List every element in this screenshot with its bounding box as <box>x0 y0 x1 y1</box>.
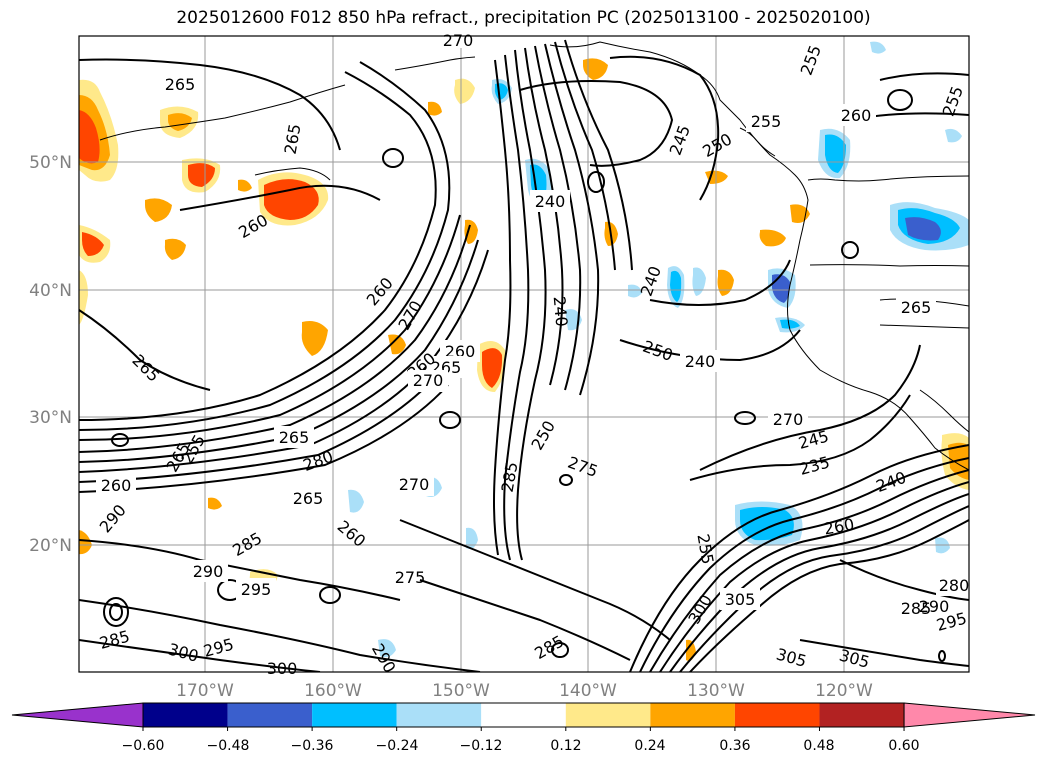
contour-label: 265 <box>128 351 163 386</box>
colorbar-label: −0.60 <box>122 738 165 754</box>
colorbar-label: 0.60 <box>888 738 919 754</box>
colorbar-segment <box>650 703 735 727</box>
contour-label: 295 <box>241 580 272 599</box>
contour-label: 290 <box>368 640 400 676</box>
colorbar-segment <box>227 703 313 727</box>
colorbar-label: −0.24 <box>376 738 419 754</box>
contour-label: 255 <box>939 84 967 119</box>
contour-label: 290 <box>919 597 950 616</box>
contour-label: 280 <box>939 576 970 595</box>
lon-label: 150°W <box>432 681 490 701</box>
contour-label: 265 <box>281 122 305 155</box>
precipitation-shading <box>79 41 969 661</box>
colorbar-label: −0.48 <box>207 738 250 754</box>
contour-label: 260 <box>334 517 370 551</box>
contour-label: 260 <box>822 515 855 539</box>
lon-label: 120°W <box>815 681 873 701</box>
contour-label: 305 <box>774 645 808 671</box>
contour-label: 265 <box>279 428 310 447</box>
latitude-labels: 50°N 40°N 30°N 20°N <box>29 153 72 556</box>
lon-label: 170°W <box>176 681 234 701</box>
lon-label: 140°W <box>559 681 617 701</box>
contour-label: 270 <box>413 371 444 390</box>
lat-label: 40°N <box>29 281 72 301</box>
contour-label: 290 <box>193 562 224 581</box>
longitude-labels: 170°W 160°W 150°W 140°W 130°W 120°W <box>176 681 873 701</box>
contour-label: 235 <box>797 453 831 479</box>
contour-label: 265 <box>165 75 196 94</box>
colorbar-extend-max <box>903 702 1036 728</box>
colorbar: −0.60 −0.48 −0.36 −0.24 −0.12 0.12 0.24 … <box>11 702 1036 754</box>
contour-label: 270 <box>399 475 430 494</box>
colorbar-ticks <box>142 727 905 731</box>
colorbar-label: 0.48 <box>803 738 834 754</box>
contour-label: 265 <box>901 298 932 317</box>
contour-label: 290 <box>96 501 130 537</box>
colorbar-labels: −0.60 −0.48 −0.36 −0.24 −0.12 0.12 0.24 … <box>122 738 920 754</box>
contour-labels: 265 270 255 255 265 260 255 245 250 240 … <box>96 30 970 678</box>
lat-label: 20°N <box>29 536 72 556</box>
lat-label: 50°N <box>29 153 72 173</box>
lon-label: 160°W <box>304 681 362 701</box>
contour-label: 250 <box>699 129 735 161</box>
colorbar-segment <box>734 703 820 727</box>
colorbar-segment <box>481 703 566 727</box>
colorbar-outline <box>142 702 905 728</box>
contour-label: 295 <box>201 635 235 661</box>
colorbar-segment <box>819 703 905 727</box>
contour-label: 305 <box>725 590 756 609</box>
contour-label: 240 <box>637 264 665 299</box>
colorbar-label: 0.36 <box>719 738 750 754</box>
colorbar-segment <box>396 703 482 727</box>
contour-label: 275 <box>395 568 426 587</box>
contour-label: 300 <box>166 640 200 666</box>
positive-anomaly-region <box>79 58 969 661</box>
contour-label: 240 <box>535 192 566 211</box>
colorbar-segments <box>11 702 1036 728</box>
page-title: 2025012600 F012 850 hPa refract., precip… <box>176 8 871 28</box>
lat-label: 30°N <box>29 408 72 428</box>
contour-label: 285 <box>97 627 131 653</box>
colorbar-label: −0.12 <box>460 738 503 754</box>
colorbar-segment <box>312 703 397 727</box>
colorbar-extend-min <box>11 702 144 728</box>
negative-anomaly-region <box>348 41 969 658</box>
contour-label: 285 <box>229 528 265 560</box>
contour-label: 285 <box>901 599 932 618</box>
contour-label: 265 <box>293 489 324 508</box>
contour-label: 270 <box>443 31 474 50</box>
colorbar-label: 0.24 <box>634 738 665 754</box>
contour-label: 250 <box>640 337 675 365</box>
colorbar-segment <box>565 703 651 727</box>
contour-label: 260 <box>363 274 397 310</box>
contour-label: 260 <box>841 106 872 125</box>
contour-label: 245 <box>796 427 830 453</box>
contour-label: 240 <box>685 352 716 371</box>
map-frame <box>78 35 970 673</box>
contour-label: 305 <box>837 646 871 672</box>
contour-label: 270 <box>394 297 426 333</box>
colorbar-label: −0.36 <box>291 738 334 754</box>
colorbar-segment <box>143 703 228 727</box>
contour-label: 250 <box>527 417 559 453</box>
contour-label: 260 <box>101 476 132 495</box>
lon-label: 130°W <box>687 681 745 701</box>
contour-label: 270 <box>773 410 804 429</box>
contour-label: 255 <box>693 532 717 565</box>
contour-label: 280 <box>301 447 336 475</box>
contour-label: 240 <box>550 295 572 327</box>
contour-label: 255 <box>751 112 782 131</box>
contour-label: 300 <box>267 659 298 678</box>
contour-label: 255 <box>797 43 825 78</box>
contour-label: 285 <box>531 631 567 663</box>
colorbar-label: 0.12 <box>550 738 581 754</box>
